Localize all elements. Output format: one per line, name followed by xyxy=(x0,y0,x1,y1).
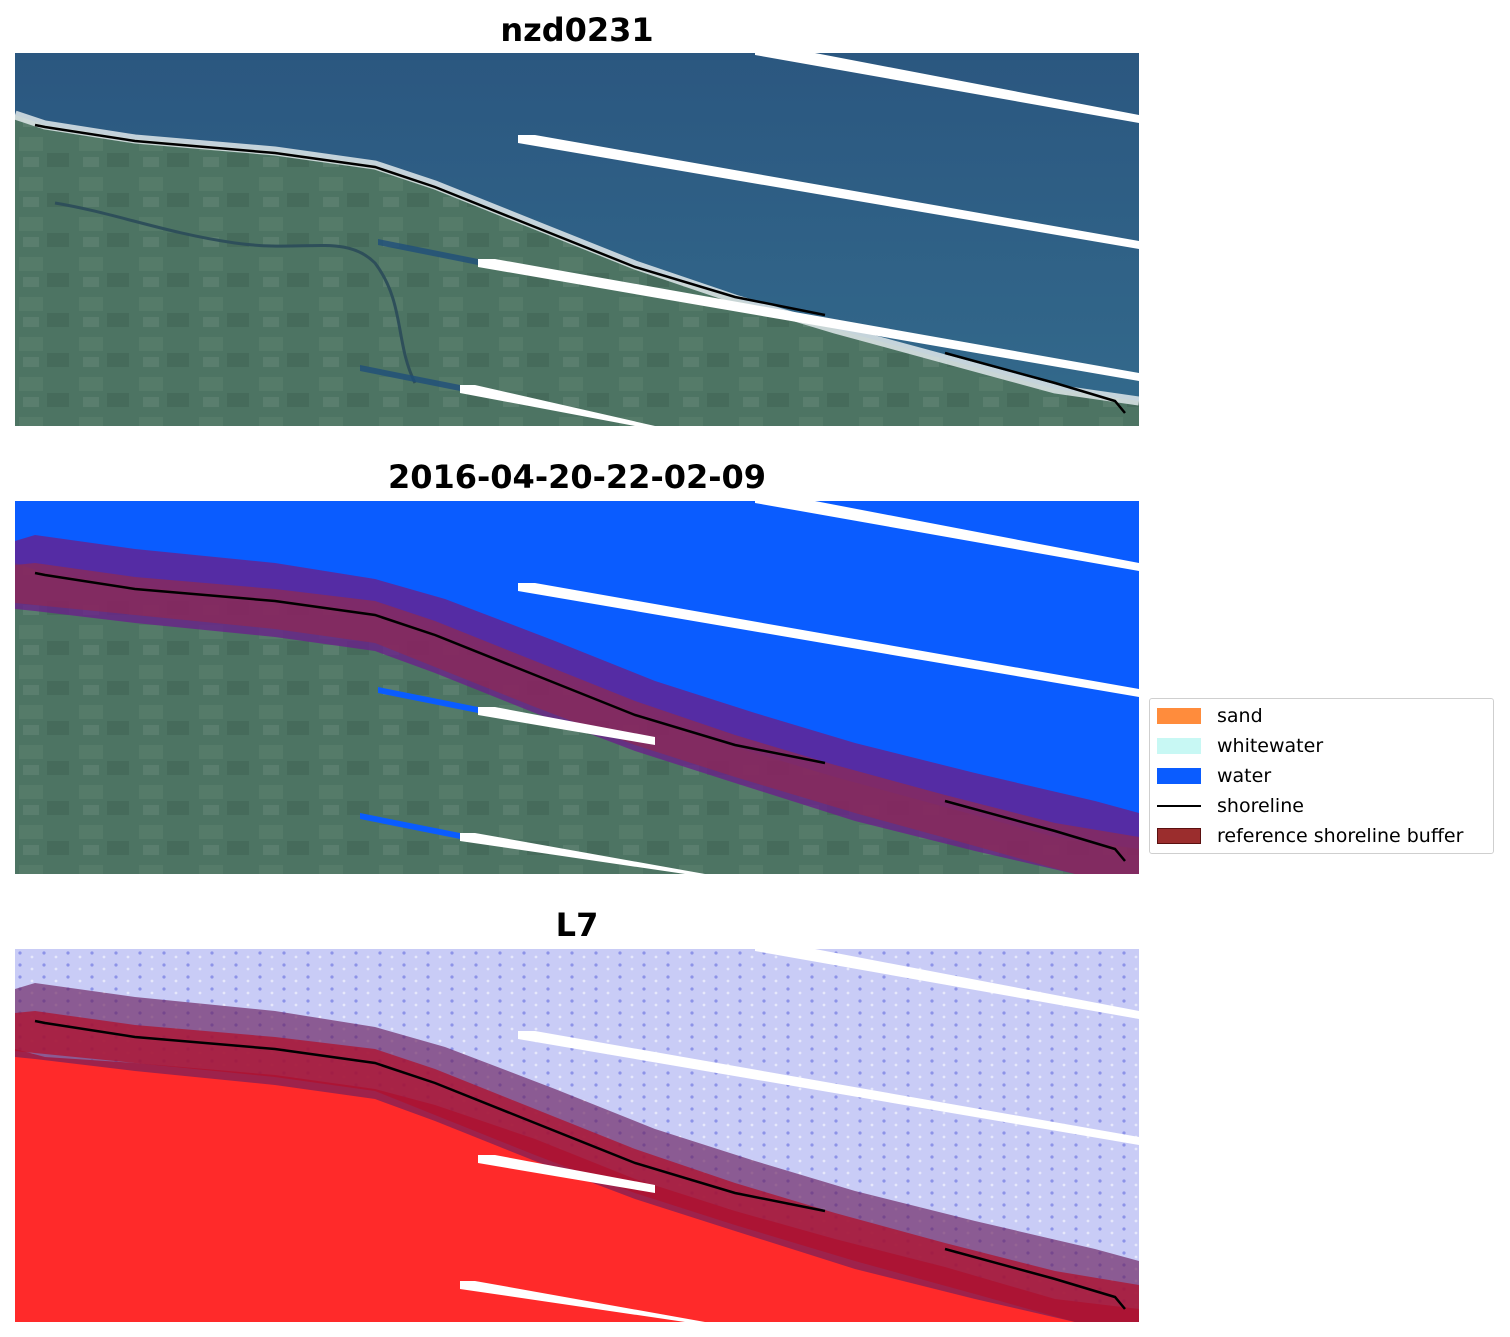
legend-label: sand xyxy=(1217,705,1263,727)
panel-title-classified: 2016-04-20-22-02-09 xyxy=(387,458,767,496)
scan-gap-stripes xyxy=(460,501,1139,874)
legend-label: water xyxy=(1217,765,1272,787)
land-area xyxy=(15,115,1139,426)
legend-item-water: water xyxy=(1157,765,1271,787)
legend-label: shoreline xyxy=(1217,795,1304,817)
scan-gap-stripes xyxy=(460,949,1139,1322)
shoreline-line-east xyxy=(944,1247,1126,1310)
legend-label: whitewater xyxy=(1217,735,1324,757)
shoreline-line xyxy=(34,571,826,765)
shoreline-line xyxy=(34,1019,826,1213)
legend-label: reference shoreline buffer xyxy=(1217,825,1464,847)
shoreline-line-east xyxy=(944,351,1126,414)
whitewater-swatch xyxy=(1157,738,1201,754)
buffer-inner xyxy=(15,1011,1139,1322)
panel-index-image xyxy=(15,949,1139,1322)
surf-zone xyxy=(15,110,1139,406)
panel-rgb-image xyxy=(15,53,1139,426)
river xyxy=(54,201,417,384)
panel-title-rgb: nzd0231 xyxy=(500,11,654,49)
buffer-inner xyxy=(15,563,1139,874)
water-swatch xyxy=(1157,768,1201,784)
legend-item-sand: sand xyxy=(1157,705,1263,727)
sand-swatch xyxy=(1157,708,1201,724)
panel-classified-image xyxy=(15,501,1139,874)
scan-gap-stripes-water xyxy=(360,687,478,839)
buffer-swatch xyxy=(1157,828,1201,844)
panel-title-index: L7 xyxy=(555,906,599,944)
legend-item-shoreline: shoreline xyxy=(1157,795,1304,817)
shoreline-line-east xyxy=(944,799,1126,862)
legend-item-buffer: reference shoreline buffer xyxy=(1157,825,1463,847)
shoreline-line xyxy=(34,123,826,317)
scan-gap-stripes-dark xyxy=(360,239,478,391)
shoreline-line-swatch xyxy=(1157,805,1201,807)
legend-item-whitewater: whitewater xyxy=(1157,735,1323,757)
scan-gap-stripes xyxy=(460,53,1139,426)
legend: sand whitewater water shoreline referenc… xyxy=(1149,698,1494,854)
